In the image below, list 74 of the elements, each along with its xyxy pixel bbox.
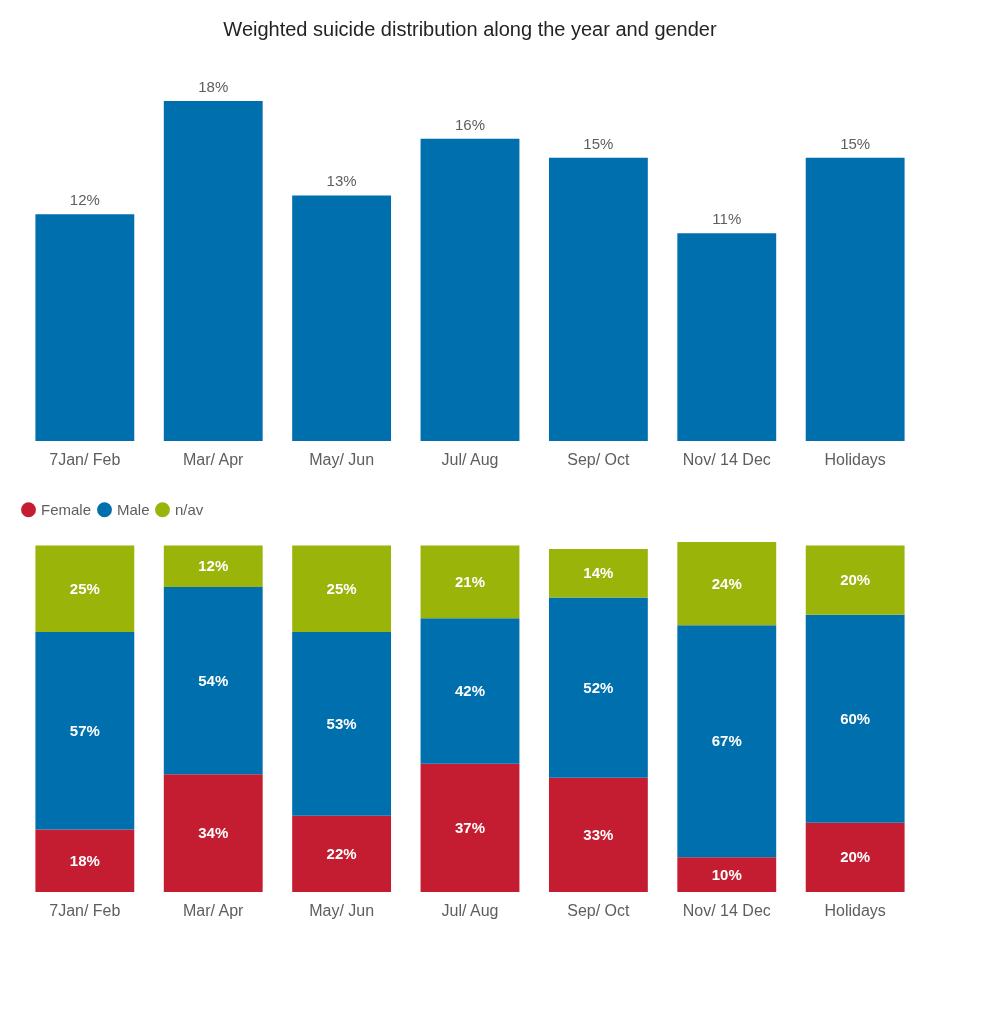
bar	[805, 614, 905, 823]
x-tick-label: 7Jan/ Feb	[49, 450, 121, 468]
bar	[677, 857, 777, 892]
data-label: 16%	[454, 115, 486, 133]
x-tick-label: May/ Jun	[309, 450, 375, 468]
bar	[35, 632, 135, 830]
bar	[163, 101, 263, 441]
legend-label: Male	[117, 500, 150, 518]
data-label: 12%	[198, 557, 229, 575]
bar	[548, 777, 648, 892]
x-tick-label: Sep/ Oct	[567, 901, 631, 919]
legend-label: Female	[41, 500, 92, 518]
bar	[35, 545, 135, 633]
bar	[677, 625, 777, 858]
bar	[163, 545, 263, 588]
data-label: 54%	[198, 671, 229, 689]
bar	[677, 542, 777, 626]
data-label: 33%	[583, 825, 614, 843]
x-tick-label: 7Jan/ Feb	[49, 901, 121, 919]
bar	[292, 545, 392, 633]
x-tick-label: Sep/ Oct	[567, 450, 631, 468]
bar	[292, 815, 392, 892]
x-tick-label: Nov/ 14 Dec	[682, 901, 771, 919]
x-tick-label: Jul/ Aug	[441, 901, 499, 919]
data-label: 34%	[198, 824, 229, 842]
data-label: 11%	[712, 210, 742, 228]
bar	[548, 548, 648, 598]
x-tick-label: Holidays	[824, 901, 886, 919]
bar	[548, 157, 648, 441]
data-label: 12%	[69, 191, 100, 209]
data-label: 52%	[583, 678, 614, 696]
x-tick-label: May/ Jun	[309, 901, 375, 919]
bar	[805, 822, 905, 892]
bar	[163, 774, 263, 892]
x-tick-label: Mar/ Apr	[182, 450, 245, 468]
bar	[163, 587, 263, 775]
data-label: 21%	[454, 572, 486, 590]
x-tick-label: Mar/ Apr	[182, 901, 245, 919]
bar	[677, 233, 777, 441]
data-label: 60%	[840, 709, 871, 727]
data-label: 42%	[454, 682, 486, 700]
data-label: 15%	[840, 134, 871, 152]
data-label: 25%	[326, 579, 357, 597]
data-label: 15%	[583, 134, 614, 152]
x-tick-label: Holidays	[824, 450, 886, 468]
data-label: 57%	[69, 721, 100, 739]
data-label: 53%	[326, 714, 357, 732]
bar	[420, 545, 520, 619]
data-label: 22%	[326, 844, 357, 862]
data-label: 13%	[326, 172, 357, 190]
bar	[548, 597, 648, 778]
bar	[292, 632, 392, 816]
bar	[35, 214, 135, 441]
bar	[35, 829, 135, 892]
bar	[420, 618, 520, 764]
data-label: 24%	[711, 574, 742, 592]
data-label: 18%	[69, 851, 100, 869]
data-label: 37%	[454, 818, 486, 836]
bar	[805, 545, 905, 615]
data-label: 10%	[711, 865, 742, 883]
chart-title: Weighted suicide distribution along the year and gender	[223, 18, 717, 40]
bar	[420, 763, 520, 892]
bar	[805, 157, 905, 441]
x-tick-label: Nov/ 14 Dec	[682, 450, 771, 468]
data-label: 14%	[583, 564, 614, 582]
data-label: 67%	[711, 732, 742, 750]
x-tick-label: Jul/ Aug	[441, 450, 499, 468]
data-label: 18%	[198, 78, 229, 95]
legend-label: n/av	[175, 500, 204, 518]
bar	[420, 138, 520, 441]
data-label: 20%	[840, 571, 871, 589]
bar	[292, 195, 392, 441]
data-label: 25%	[69, 579, 100, 597]
data-label: 20%	[840, 848, 871, 866]
